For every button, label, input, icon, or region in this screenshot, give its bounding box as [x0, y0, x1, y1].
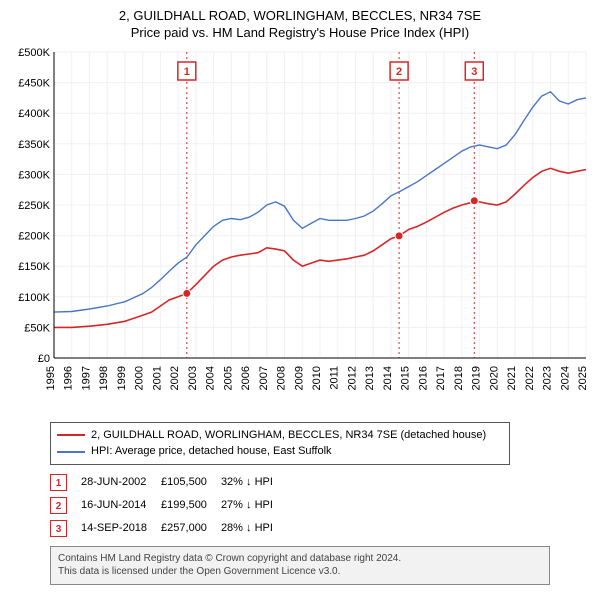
legend-row: 2, GUILDHALL ROAD, WORLINGHAM, BECCLES, …	[57, 427, 503, 444]
legend: 2, GUILDHALL ROAD, WORLINGHAM, BECCLES, …	[50, 422, 510, 465]
title-line-1: 2, GUILDHALL ROAD, WORLINGHAM, BECCLES, …	[8, 8, 592, 25]
y-tick-label: £350K	[18, 139, 50, 151]
event-marker	[183, 289, 191, 297]
event-diff: 28% ↓ HPI	[221, 517, 287, 540]
y-tick-label: £100K	[18, 292, 50, 304]
x-tick-label: 2005	[222, 366, 234, 390]
x-tick-label: 2020	[488, 366, 500, 390]
y-tick-label: £500K	[18, 47, 50, 59]
line-chart: £0 £50K £100K £150K £200K £250K £300K £350K £400…	[8, 46, 592, 416]
attribution-footer: Contains HM Land Registry data © Crown c…	[50, 546, 550, 585]
x-tick-label: 2012	[346, 366, 358, 390]
x-tick-label: 2022	[524, 366, 536, 390]
x-tick-label: 2004	[205, 366, 217, 390]
x-tick-label: 2011	[329, 366, 341, 390]
x-tick-label: 2018	[453, 366, 465, 390]
event-price: £105,500	[161, 471, 221, 494]
event-badge-chart: 3	[471, 66, 477, 78]
legend-row: HPI: Average price, detached house, East…	[57, 443, 503, 460]
x-tick-label: 1998	[98, 366, 110, 390]
x-tick-label: 2006	[240, 366, 252, 390]
event-badge: 1	[50, 474, 67, 491]
x-tick-label: 2001	[151, 366, 163, 390]
y-tick-label: £400K	[18, 108, 50, 120]
event-date: 16-JUN-2014	[81, 494, 161, 517]
x-tick-label: 1995	[45, 366, 57, 390]
event-marker	[470, 196, 478, 204]
x-tick-label: 2009	[293, 366, 305, 390]
y-tick-label: £200K	[18, 230, 50, 242]
x-tick-label: 2014	[382, 366, 394, 390]
x-tick-label: 1997	[80, 366, 92, 390]
event-date: 14-SEP-2018	[81, 517, 161, 540]
y-tick-label: £250K	[18, 200, 50, 212]
y-tick-label: £0	[38, 353, 50, 365]
x-tick-label: 2010	[311, 366, 323, 390]
x-tick-label: 2021	[506, 366, 518, 390]
chart-title-block: 2, GUILDHALL ROAD, WORLINGHAM, BECCLES, …	[8, 8, 592, 42]
event-badge: 2	[50, 497, 67, 514]
x-tick-label: 2003	[187, 366, 199, 390]
x-tick-label: 2008	[276, 366, 288, 390]
chart-container: £0 £50K £100K £150K £200K £250K £300K £350K £400…	[8, 46, 592, 416]
footer-line: This data is licensed under the Open Gov…	[58, 565, 542, 579]
title-line-2: Price paid vs. HM Land Registry's House …	[8, 25, 592, 42]
x-tick-label: 2017	[435, 366, 447, 390]
footer-line: Contains HM Land Registry data © Crown c…	[58, 552, 542, 566]
event-diff: 27% ↓ HPI	[221, 494, 287, 517]
legend-label: HPI: Average price, detached house, East…	[91, 443, 332, 460]
x-tick-label: 2007	[258, 366, 270, 390]
legend-label: 2, GUILDHALL ROAD, WORLINGHAM, BECCLES, …	[91, 427, 486, 444]
x-tick-label: 2013	[364, 366, 376, 390]
event-price: £199,500	[161, 494, 221, 517]
events-row: 2 16-JUN-2014£199,50027% ↓ HPI	[50, 494, 287, 517]
x-tick-label: 2019	[471, 366, 483, 390]
x-tick-label: 2002	[169, 366, 181, 390]
events-row: 3 14-SEP-2018£257,00028% ↓ HPI	[50, 517, 287, 540]
x-tick-label: 2015	[400, 366, 412, 390]
y-tick-label: £50K	[24, 322, 50, 334]
event-date: 28-JUN-2002	[81, 471, 161, 494]
event-marker	[395, 232, 403, 240]
x-tick-label: 2016	[417, 366, 429, 390]
legend-swatch	[57, 434, 85, 436]
event-badge: 3	[50, 520, 67, 537]
x-tick-label: 2023	[542, 366, 554, 390]
legend-swatch	[57, 451, 85, 453]
x-tick-label: 2025	[577, 366, 589, 390]
event-badge-chart: 2	[396, 66, 402, 78]
x-tick-label: 2000	[134, 366, 146, 390]
event-badge-chart: 1	[184, 66, 190, 78]
events-table: 1 28-JUN-2002£105,50032% ↓ HPI 2 16-JUN-201…	[50, 471, 287, 540]
events-row: 1 28-JUN-2002£105,50032% ↓ HPI	[50, 471, 287, 494]
y-tick-label: £150K	[18, 261, 50, 273]
x-tick-label: 1996	[63, 366, 75, 390]
x-tick-label: 2024	[559, 366, 571, 390]
event-price: £257,000	[161, 517, 221, 540]
y-tick-label: £450K	[18, 77, 50, 89]
y-tick-label: £300K	[18, 169, 50, 181]
x-tick-label: 1999	[116, 366, 128, 390]
event-diff: 32% ↓ HPI	[221, 471, 287, 494]
